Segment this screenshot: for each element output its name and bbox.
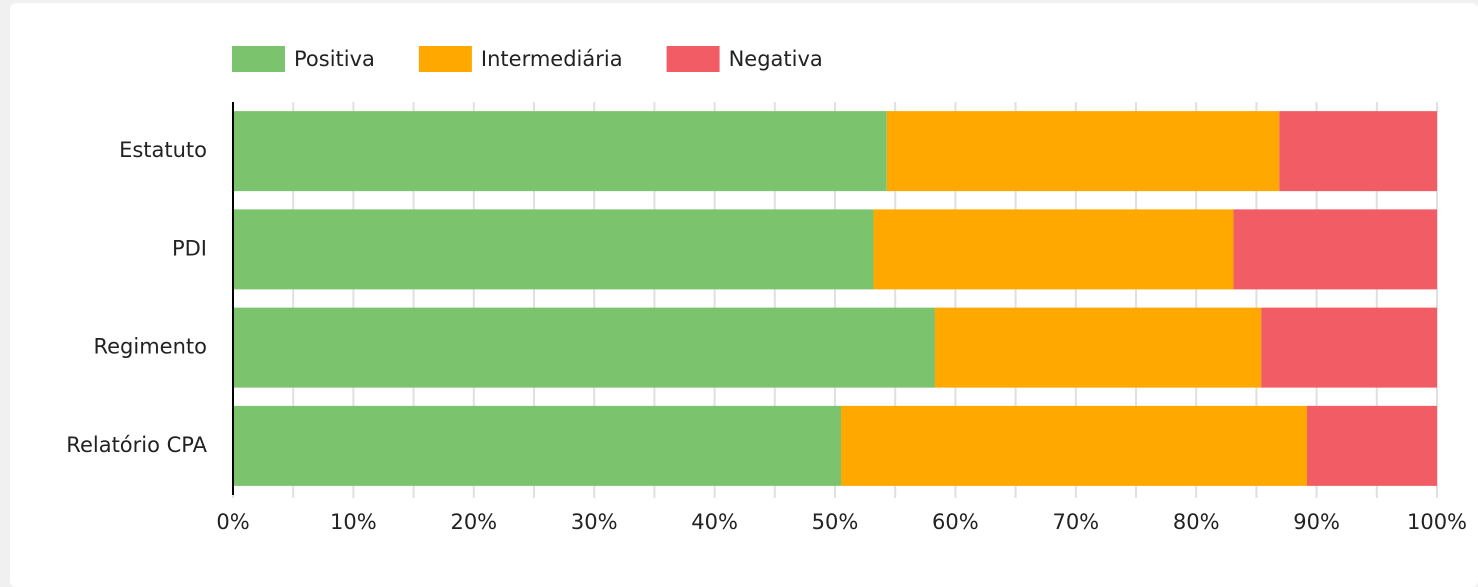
card	[10, 3, 1478, 587]
x-tick-label: 70%	[1052, 510, 1099, 534]
legend-label: Intermediária	[481, 47, 623, 71]
x-tick-label: 20%	[450, 510, 497, 534]
y-tick-label: Estatuto	[119, 138, 207, 162]
legend-swatch	[666, 46, 720, 72]
y-tick-label: Regimento	[93, 335, 207, 359]
bar-segment	[1279, 111, 1437, 192]
bar-segment	[1306, 405, 1437, 486]
legend-label: Positiva	[294, 47, 375, 71]
x-tick-label: 40%	[691, 510, 738, 534]
bar-segment	[233, 111, 887, 192]
bar-segment	[934, 307, 1262, 388]
bar-segment	[873, 209, 1234, 290]
bar-segment	[233, 307, 935, 388]
y-tick-label: PDI	[172, 236, 207, 260]
x-tick-label: 100%	[1407, 510, 1467, 534]
bar-segment	[841, 405, 1307, 486]
bar-segment	[1233, 209, 1437, 290]
x-tick-label: 80%	[1173, 510, 1220, 534]
legend-label: Negativa	[729, 47, 823, 71]
legend-swatch	[418, 46, 472, 72]
y-tick-label: Relatório CPA	[66, 433, 207, 457]
x-tick-label: 10%	[330, 510, 377, 534]
x-tick-label: 60%	[932, 510, 979, 534]
bar-segment	[1261, 307, 1437, 388]
legend-swatch	[232, 46, 285, 72]
bar-segment	[886, 111, 1280, 192]
x-tick-label: 30%	[571, 510, 618, 534]
x-tick-label: 0%	[216, 510, 249, 534]
bar-segment	[233, 405, 842, 486]
bar-segment	[233, 209, 874, 290]
x-tick-label: 50%	[812, 510, 859, 534]
x-tick-label: 90%	[1293, 510, 1340, 534]
